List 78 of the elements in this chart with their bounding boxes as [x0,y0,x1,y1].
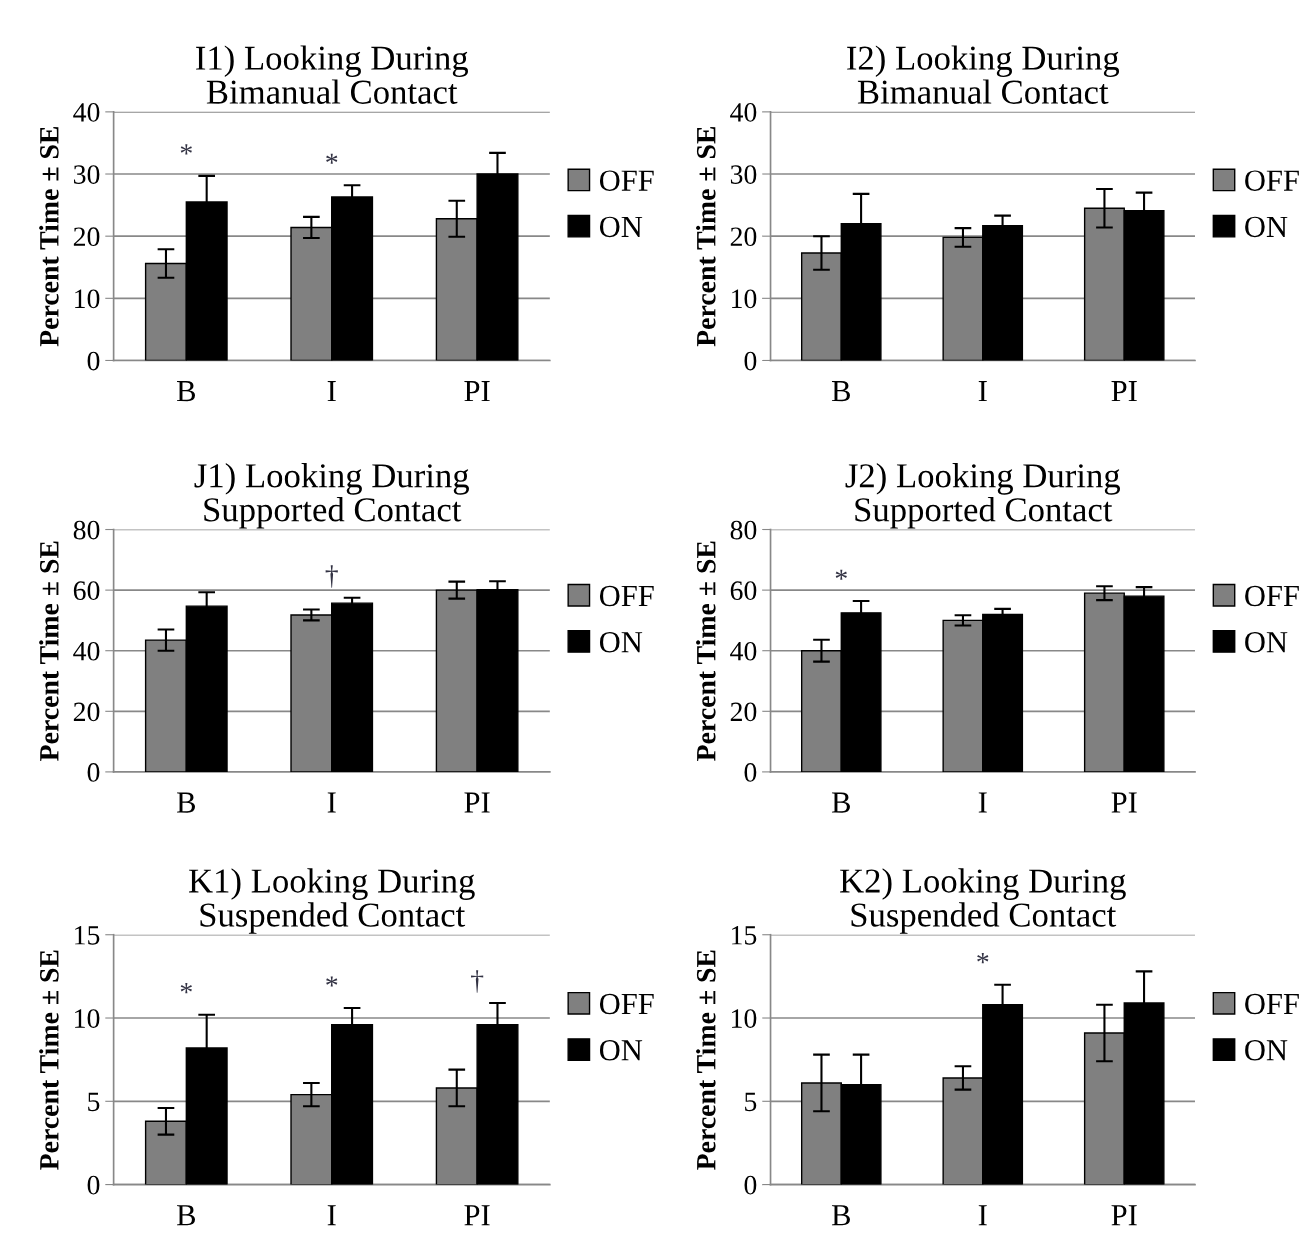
y-tick-label: 20 [73,702,100,722]
legend-label: OFF [599,170,654,191]
chart-title: J2) Looking During Supported Contact [845,463,1121,529]
annotation: * [977,953,989,964]
y-tick-label: 30 [730,165,757,184]
y-tick-label: 40 [730,103,757,122]
x-tick-label: I [327,381,336,402]
y-tick-label: 80 [73,520,100,540]
y-tick-label: 15 [75,926,100,945]
x-tick-label: PI [1111,381,1137,402]
x-tick-label: I [978,792,987,813]
chart-title: J1) Looking During Supported Contact [194,463,469,529]
y-tick-label: 0 [87,351,100,371]
y-tick-label: 40 [73,641,100,661]
y-tick-label: 10 [75,1009,100,1028]
chart-title: I2) Looking During Bimanual Contact [847,45,1120,104]
legend-label: ON [599,1040,643,1061]
annotation: * [180,144,192,155]
y-tick-label: 10 [732,289,757,309]
legend-label: OFF [599,993,654,1015]
y-axis-title: Percent Time ± SE [696,950,716,1170]
annotation: * [326,153,338,164]
legend-label: OFF [599,585,654,607]
y-tick-label: 5 [745,1092,757,1112]
legend-label: ON [599,216,643,238]
y-tick-label: 60 [73,581,100,601]
annotation: * [835,569,847,580]
annotation: * [326,976,338,987]
y-tick-label: 20 [73,227,100,247]
x-tick-label: B [177,792,196,813]
y-tick-label: 60 [730,581,757,601]
x-tick-label: PI [1111,1205,1137,1226]
chart-title: K2) Looking During Suspended Contact [840,868,1126,934]
x-tick-label: B [831,792,850,813]
y-axis-title: Percent Time ± SE [39,126,59,347]
x-tick-label: PI [1111,792,1137,813]
y-tick-label: 20 [730,702,757,722]
annotation: * [180,983,192,994]
chart-title: K1) Looking During Suspended Contact [189,868,475,934]
y-tick-label: 0 [87,763,100,782]
y-axis-title: Percent Time ± SE [39,950,59,1170]
legend-label: ON [1245,1040,1288,1061]
y-tick-label: 0 [87,1175,100,1195]
y-tick-label: 10 [75,289,100,309]
x-tick-label: I [978,1205,987,1226]
y-axis-title: Percent Time ± SE [39,541,59,761]
legend-label: OFF [1245,585,1299,607]
annotation: † [325,565,338,588]
x-tick-label: I [327,792,336,813]
x-tick-label: B [831,1205,850,1226]
x-tick-label: PI [464,792,490,813]
legend-label: ON [1245,216,1288,238]
y-tick-label: 0 [744,1175,757,1195]
legend-label: OFF [1245,170,1299,191]
x-tick-label: I [978,381,987,402]
y-axis-title: Percent Time ± SE [696,126,716,347]
y-tick-label: 20 [730,227,757,247]
x-tick-label: PI [464,1205,490,1226]
chart-title: I1) Looking During Bimanual Contact [196,45,468,104]
legend-label: OFF [1245,993,1299,1015]
y-tick-label: 0 [744,351,757,371]
y-tick-label: 0 [744,763,757,782]
y-tick-label: 10 [732,1009,757,1028]
y-tick-label: 40 [730,641,757,661]
y-tick-label: 80 [730,520,757,540]
y-tick-label: 30 [73,165,100,184]
y-tick-label: 40 [73,103,100,122]
legend-label: ON [599,631,643,653]
y-tick-label: 5 [88,1092,100,1112]
x-tick-label: B [177,1205,196,1226]
x-tick-label: PI [464,381,490,402]
y-tick-label: 15 [732,926,757,945]
x-tick-label: B [177,381,196,402]
x-tick-label: B [831,381,850,402]
y-axis-title: Percent Time ± SE [696,541,716,761]
x-tick-label: I [327,1205,336,1226]
legend-label: ON [1245,631,1288,653]
annotation: † [471,970,484,993]
